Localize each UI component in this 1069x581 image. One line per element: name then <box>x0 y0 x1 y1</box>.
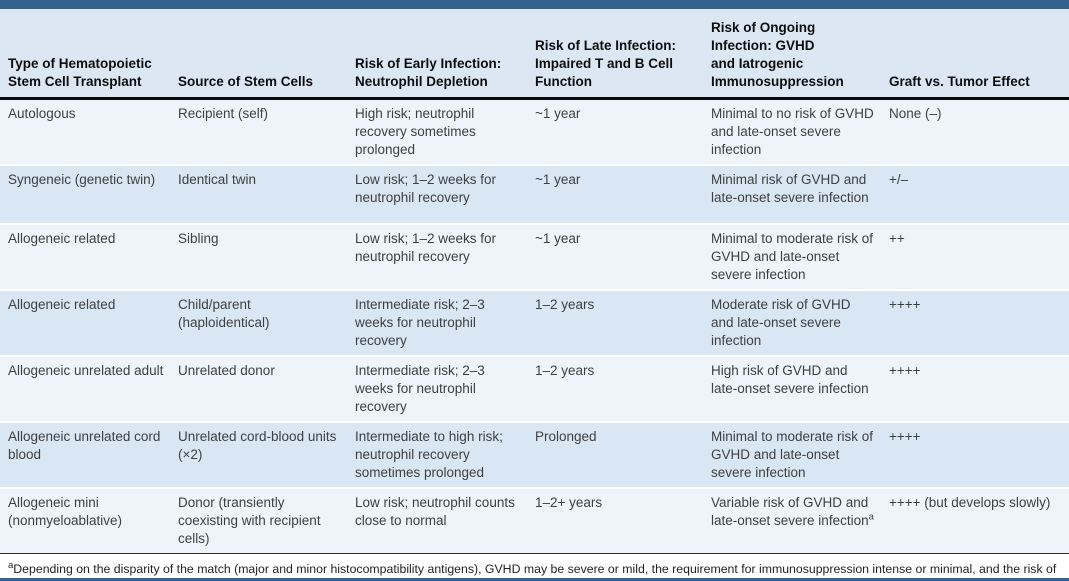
header-row: Type of Hematopoietic Stem Cell Transpla… <box>0 9 1069 99</box>
top-accent-bar <box>0 0 1069 9</box>
cell-graft-vs-tumor: +/– <box>889 172 909 187</box>
cell-ongoing-infection: Minimal to moderate risk of GVHD and lat… <box>711 429 874 480</box>
cell-transplant-type: Allogeneic unrelated adult <box>8 363 164 378</box>
cell-late-infection: 1–2 years <box>535 297 595 312</box>
cell-transplant-type: Autologous <box>8 106 76 121</box>
header-line: Graft vs. Tumor Effect <box>889 74 1030 89</box>
cell-late-infection: 1–2 years <box>535 363 595 378</box>
col-header-graft-vs-tumor: Graft vs. Tumor Effect <box>889 9 1069 99</box>
cell-ongoing-infection: Moderate risk of GVHD and late-onset sev… <box>711 297 851 348</box>
cell-transplant-type: Allogeneic unrelated cord blood <box>8 429 161 462</box>
header-line: Risk of Ongoing <box>711 20 816 35</box>
cell-early-infection: Low risk; 1–2 weeks for neutrophil recov… <box>355 231 497 264</box>
cell-transplant-type: Allogeneic mini (nonmyeloablative) <box>8 495 123 528</box>
cell-stem-cell-source: Recipient (self) <box>178 106 269 121</box>
cell-graft-vs-tumor: ++ <box>889 231 905 246</box>
table-row-allogeneic-haploidentical: Allogeneic related Child/parent (haploid… <box>0 290 1069 356</box>
cell-transplant-type: Syngeneic (genetic twin) <box>8 172 156 187</box>
header-line: Risk of Early Infection: <box>355 56 502 71</box>
footnote-marker: a <box>8 559 14 571</box>
header-line: Infection: GVHD <box>711 38 815 53</box>
cell-ongoing-infection: Minimal to moderate risk of GVHD and lat… <box>711 231 874 282</box>
cell-early-infection: Intermediate to high risk; neutrophil re… <box>355 429 503 480</box>
header-line: Neutrophil Depletion <box>355 74 488 89</box>
cell-early-infection: High risk; neutrophil recovery sometimes… <box>355 106 476 157</box>
cell-graft-vs-tumor: None (–) <box>889 106 942 121</box>
footnote-marker-ref: a <box>868 511 874 523</box>
cell-stem-cell-source: Child/parent (haploidentical) <box>178 297 270 330</box>
header-line: Function <box>535 74 592 89</box>
col-header-transplant-type: Type of Hematopoietic Stem Cell Transpla… <box>0 9 178 99</box>
table-row-allogeneic-mini: Allogeneic mini (nonmyeloablative) Donor… <box>0 488 1069 554</box>
header-line: Impaired T and B Cell <box>535 56 674 71</box>
cell-graft-vs-tumor: ++++ <box>889 363 921 378</box>
cell-late-infection: ~1 year <box>535 106 581 121</box>
cell-late-infection: Prolonged <box>535 429 597 444</box>
cell-early-infection: Low risk; neutrophil counts close to nor… <box>355 495 515 528</box>
cell-graft-vs-tumor: ++++ <box>889 429 921 444</box>
table-row-allogeneic-unrelated-adult: Allogeneic unrelated adult Unrelated don… <box>0 356 1069 422</box>
header-line: Stem Cell Transplant <box>8 74 142 89</box>
cell-stem-cell-source: Unrelated cord-blood units (×2) <box>178 429 337 462</box>
col-header-stem-cell-source: Source of Stem Cells <box>178 9 355 99</box>
footnote-section: aDepending on the disparity of the match… <box>0 554 1069 581</box>
header-line: and Iatrogenic <box>711 56 804 71</box>
cell-late-infection: ~1 year <box>535 172 581 187</box>
header-line: Immunosuppression <box>711 74 844 89</box>
cell-late-infection: ~1 year <box>535 231 581 246</box>
cell-stem-cell-source: Donor (transiently coexisting with recip… <box>178 495 321 546</box>
cell-text: Variable risk of GVHD and late-onset sev… <box>711 495 869 528</box>
table-row-syngeneic: Syngeneic (genetic twin) Identical twin … <box>0 165 1069 224</box>
cell-graft-vs-tumor: ++++ <box>889 297 921 312</box>
bottom-accent-line <box>0 578 1069 581</box>
cell-stem-cell-source: Sibling <box>178 231 219 246</box>
header-line: Source of Stem Cells <box>178 74 314 89</box>
transplant-risk-table: Type of Hematopoietic Stem Cell Transpla… <box>0 9 1069 554</box>
header-line: Type of Hematopoietic <box>8 56 152 71</box>
col-header-late-infection-risk: Risk of Late Infection: Impaired T and B… <box>535 9 711 99</box>
cell-transplant-type: Allogeneic related <box>8 231 116 246</box>
table-row-autologous: Autologous Recipient (self) High risk; n… <box>0 98 1069 165</box>
cell-ongoing-infection: Variable risk of GVHD and late-onset sev… <box>711 488 889 554</box>
cell-ongoing-infection: High risk of GVHD and late-onset severe … <box>711 363 869 396</box>
cell-graft-vs-tumor: ++++ (but develops slowly) <box>889 495 1051 510</box>
cell-stem-cell-source: Unrelated donor <box>178 363 275 378</box>
header-line: Risk of Late Infection: <box>535 38 677 53</box>
cell-early-infection: Low risk; 1–2 weeks for neutrophil recov… <box>355 172 497 205</box>
col-header-ongoing-infection-risk: Risk of Ongoing Infection: GVHD and Iatr… <box>711 9 889 99</box>
cell-early-infection: Intermediate risk; 2–3 weeks for neutrop… <box>355 297 485 348</box>
col-header-early-infection-risk: Risk of Early Infection: Neutrophil Depl… <box>355 9 535 99</box>
cell-early-infection: Intermediate risk; 2–3 weeks for neutrop… <box>355 363 485 414</box>
cell-transplant-type: Allogeneic related <box>8 297 116 312</box>
cell-stem-cell-source: Identical twin <box>178 172 257 187</box>
cell-ongoing-infection: Minimal risk of GVHD and late-onset seve… <box>711 172 869 205</box>
cell-ongoing-infection: Minimal to no risk of GVHD and late-onse… <box>711 106 874 157</box>
table-row-allogeneic-cord-blood: Allogeneic unrelated cord blood Unrelate… <box>0 422 1069 488</box>
table-row-allogeneic-sibling: Allogeneic related Sibling Low risk; 1–2… <box>0 224 1069 290</box>
cell-late-infection: 1–2+ years <box>535 495 603 510</box>
